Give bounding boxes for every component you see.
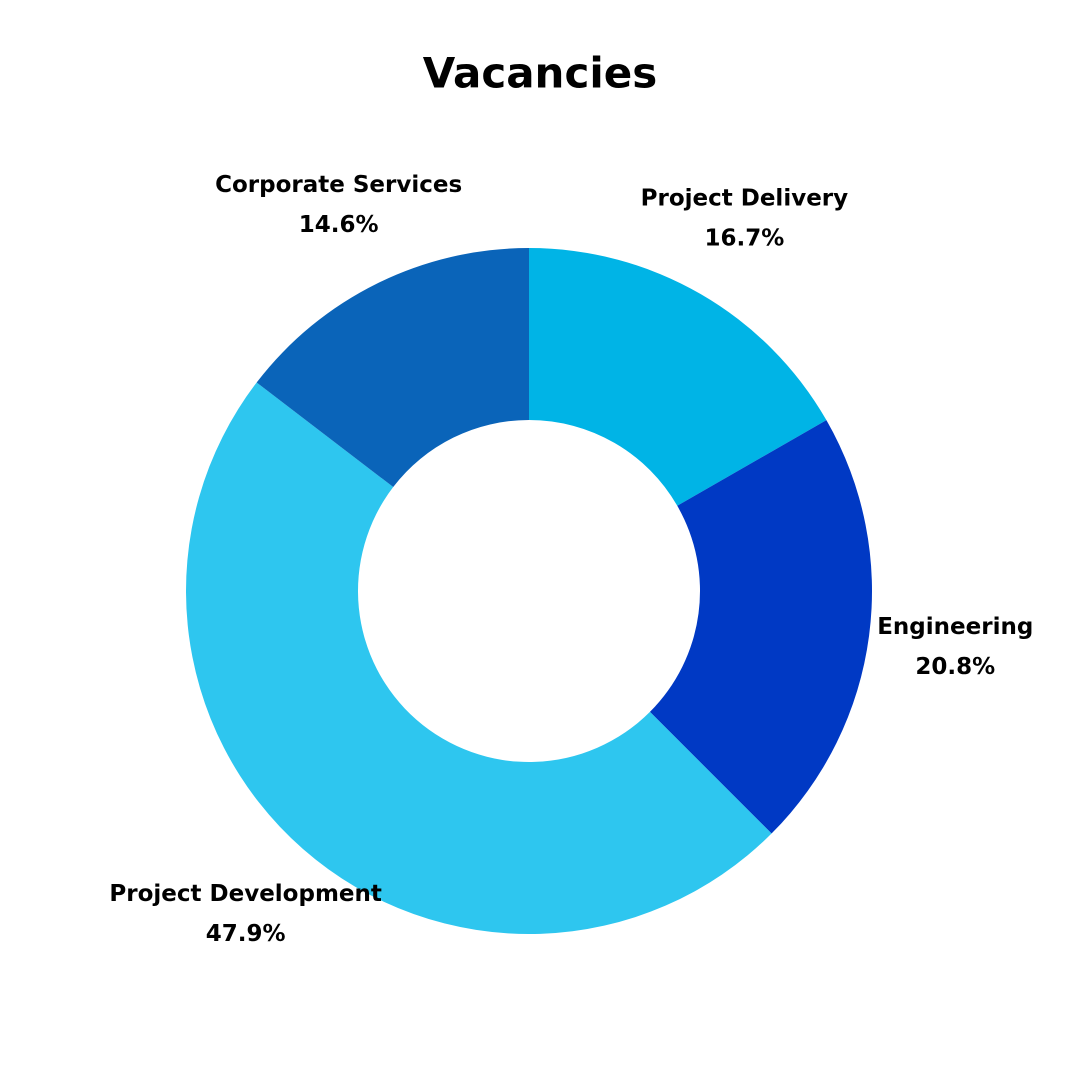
value-label: 16.7%: [704, 225, 784, 251]
slice-label: Project Delivery: [641, 185, 849, 211]
donut-slice: [256, 248, 529, 488]
value-label: 14.6%: [299, 212, 379, 238]
slice-label: Engineering: [877, 614, 1033, 640]
value-label: 47.9%: [206, 921, 286, 947]
donut-slice: [649, 420, 872, 834]
value-label: 20.8%: [915, 654, 995, 680]
donut-slice: [186, 382, 772, 934]
slice-label: Corporate Services: [215, 172, 462, 198]
chart-title: Vacancies: [423, 49, 657, 98]
slice-label: Project Development: [109, 881, 382, 907]
donut-slice: [529, 248, 827, 506]
